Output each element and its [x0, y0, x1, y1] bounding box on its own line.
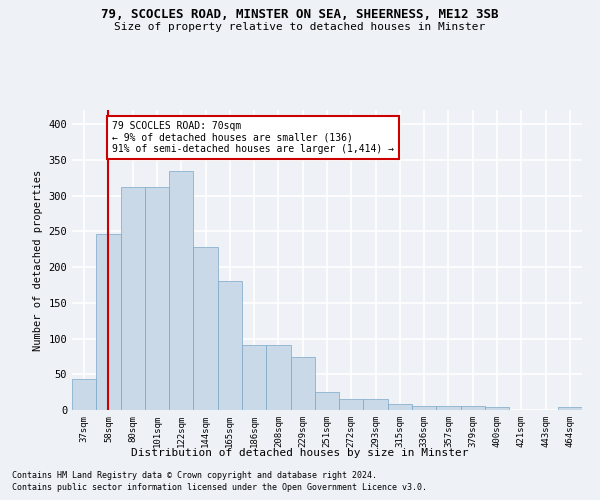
Bar — [290, 357, 315, 410]
Bar — [96, 234, 121, 410]
Bar — [412, 406, 436, 410]
Text: Contains public sector information licensed under the Open Government Licence v3: Contains public sector information licen… — [12, 483, 427, 492]
Bar — [266, 345, 290, 410]
Bar — [145, 187, 169, 410]
Text: Distribution of detached houses by size in Minster: Distribution of detached houses by size … — [131, 448, 469, 458]
Bar — [169, 170, 193, 410]
Bar — [242, 345, 266, 410]
Text: Contains HM Land Registry data © Crown copyright and database right 2024.: Contains HM Land Registry data © Crown c… — [12, 470, 377, 480]
Text: Size of property relative to detached houses in Minster: Size of property relative to detached ho… — [115, 22, 485, 32]
Y-axis label: Number of detached properties: Number of detached properties — [33, 170, 43, 350]
Bar — [121, 187, 145, 410]
Bar — [218, 282, 242, 410]
Text: 79 SCOCLES ROAD: 70sqm
← 9% of detached houses are smaller (136)
91% of semi-det: 79 SCOCLES ROAD: 70sqm ← 9% of detached … — [112, 120, 394, 154]
Bar — [436, 406, 461, 410]
Bar — [461, 406, 485, 410]
Bar — [339, 400, 364, 410]
Bar — [364, 400, 388, 410]
Text: 79, SCOCLES ROAD, MINSTER ON SEA, SHEERNESS, ME12 3SB: 79, SCOCLES ROAD, MINSTER ON SEA, SHEERN… — [101, 8, 499, 20]
Bar — [558, 407, 582, 410]
Bar — [485, 407, 509, 410]
Bar — [388, 404, 412, 410]
Bar — [72, 378, 96, 410]
Bar — [315, 392, 339, 410]
Bar — [193, 247, 218, 410]
